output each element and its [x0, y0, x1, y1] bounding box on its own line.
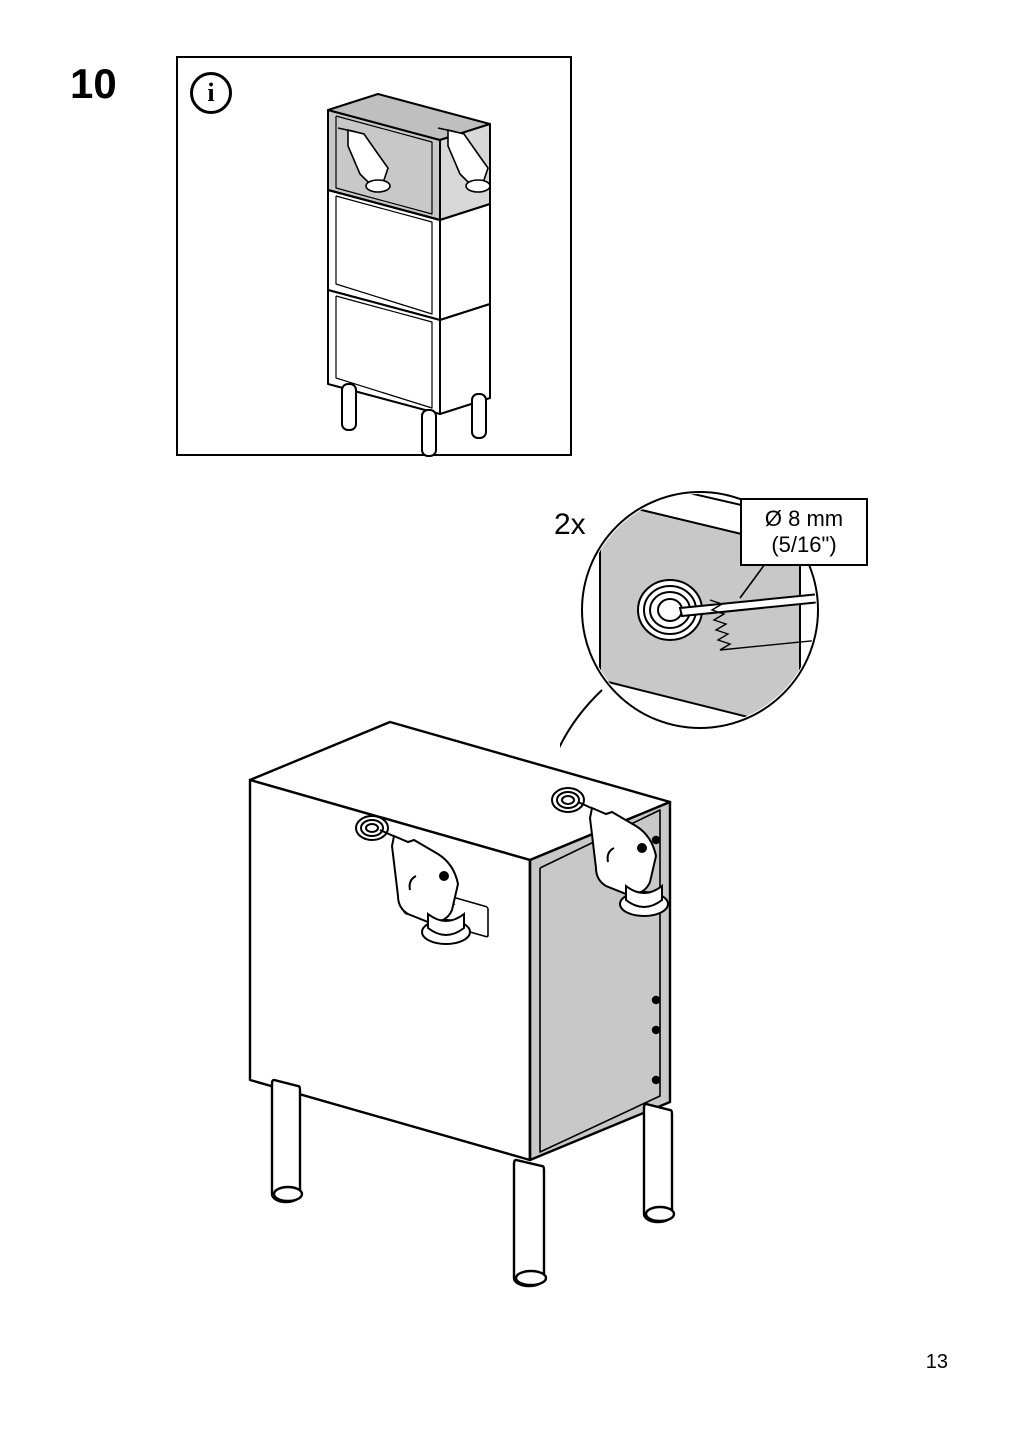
info-panel: i: [176, 56, 572, 456]
stacked-cabinet-illustration: [178, 58, 574, 458]
page-number: 13: [926, 1351, 948, 1374]
quantity-label: 2x: [554, 508, 586, 542]
drill-diameter-mm: Ø 8 mm: [752, 506, 856, 532]
main-cabinet-illustration: !: [170, 680, 870, 1320]
drill-diameter-inch: (5/16"): [752, 532, 856, 558]
drill-size-callout: Ø 8 mm (5/16"): [740, 498, 868, 566]
step-number: 10: [70, 60, 117, 108]
